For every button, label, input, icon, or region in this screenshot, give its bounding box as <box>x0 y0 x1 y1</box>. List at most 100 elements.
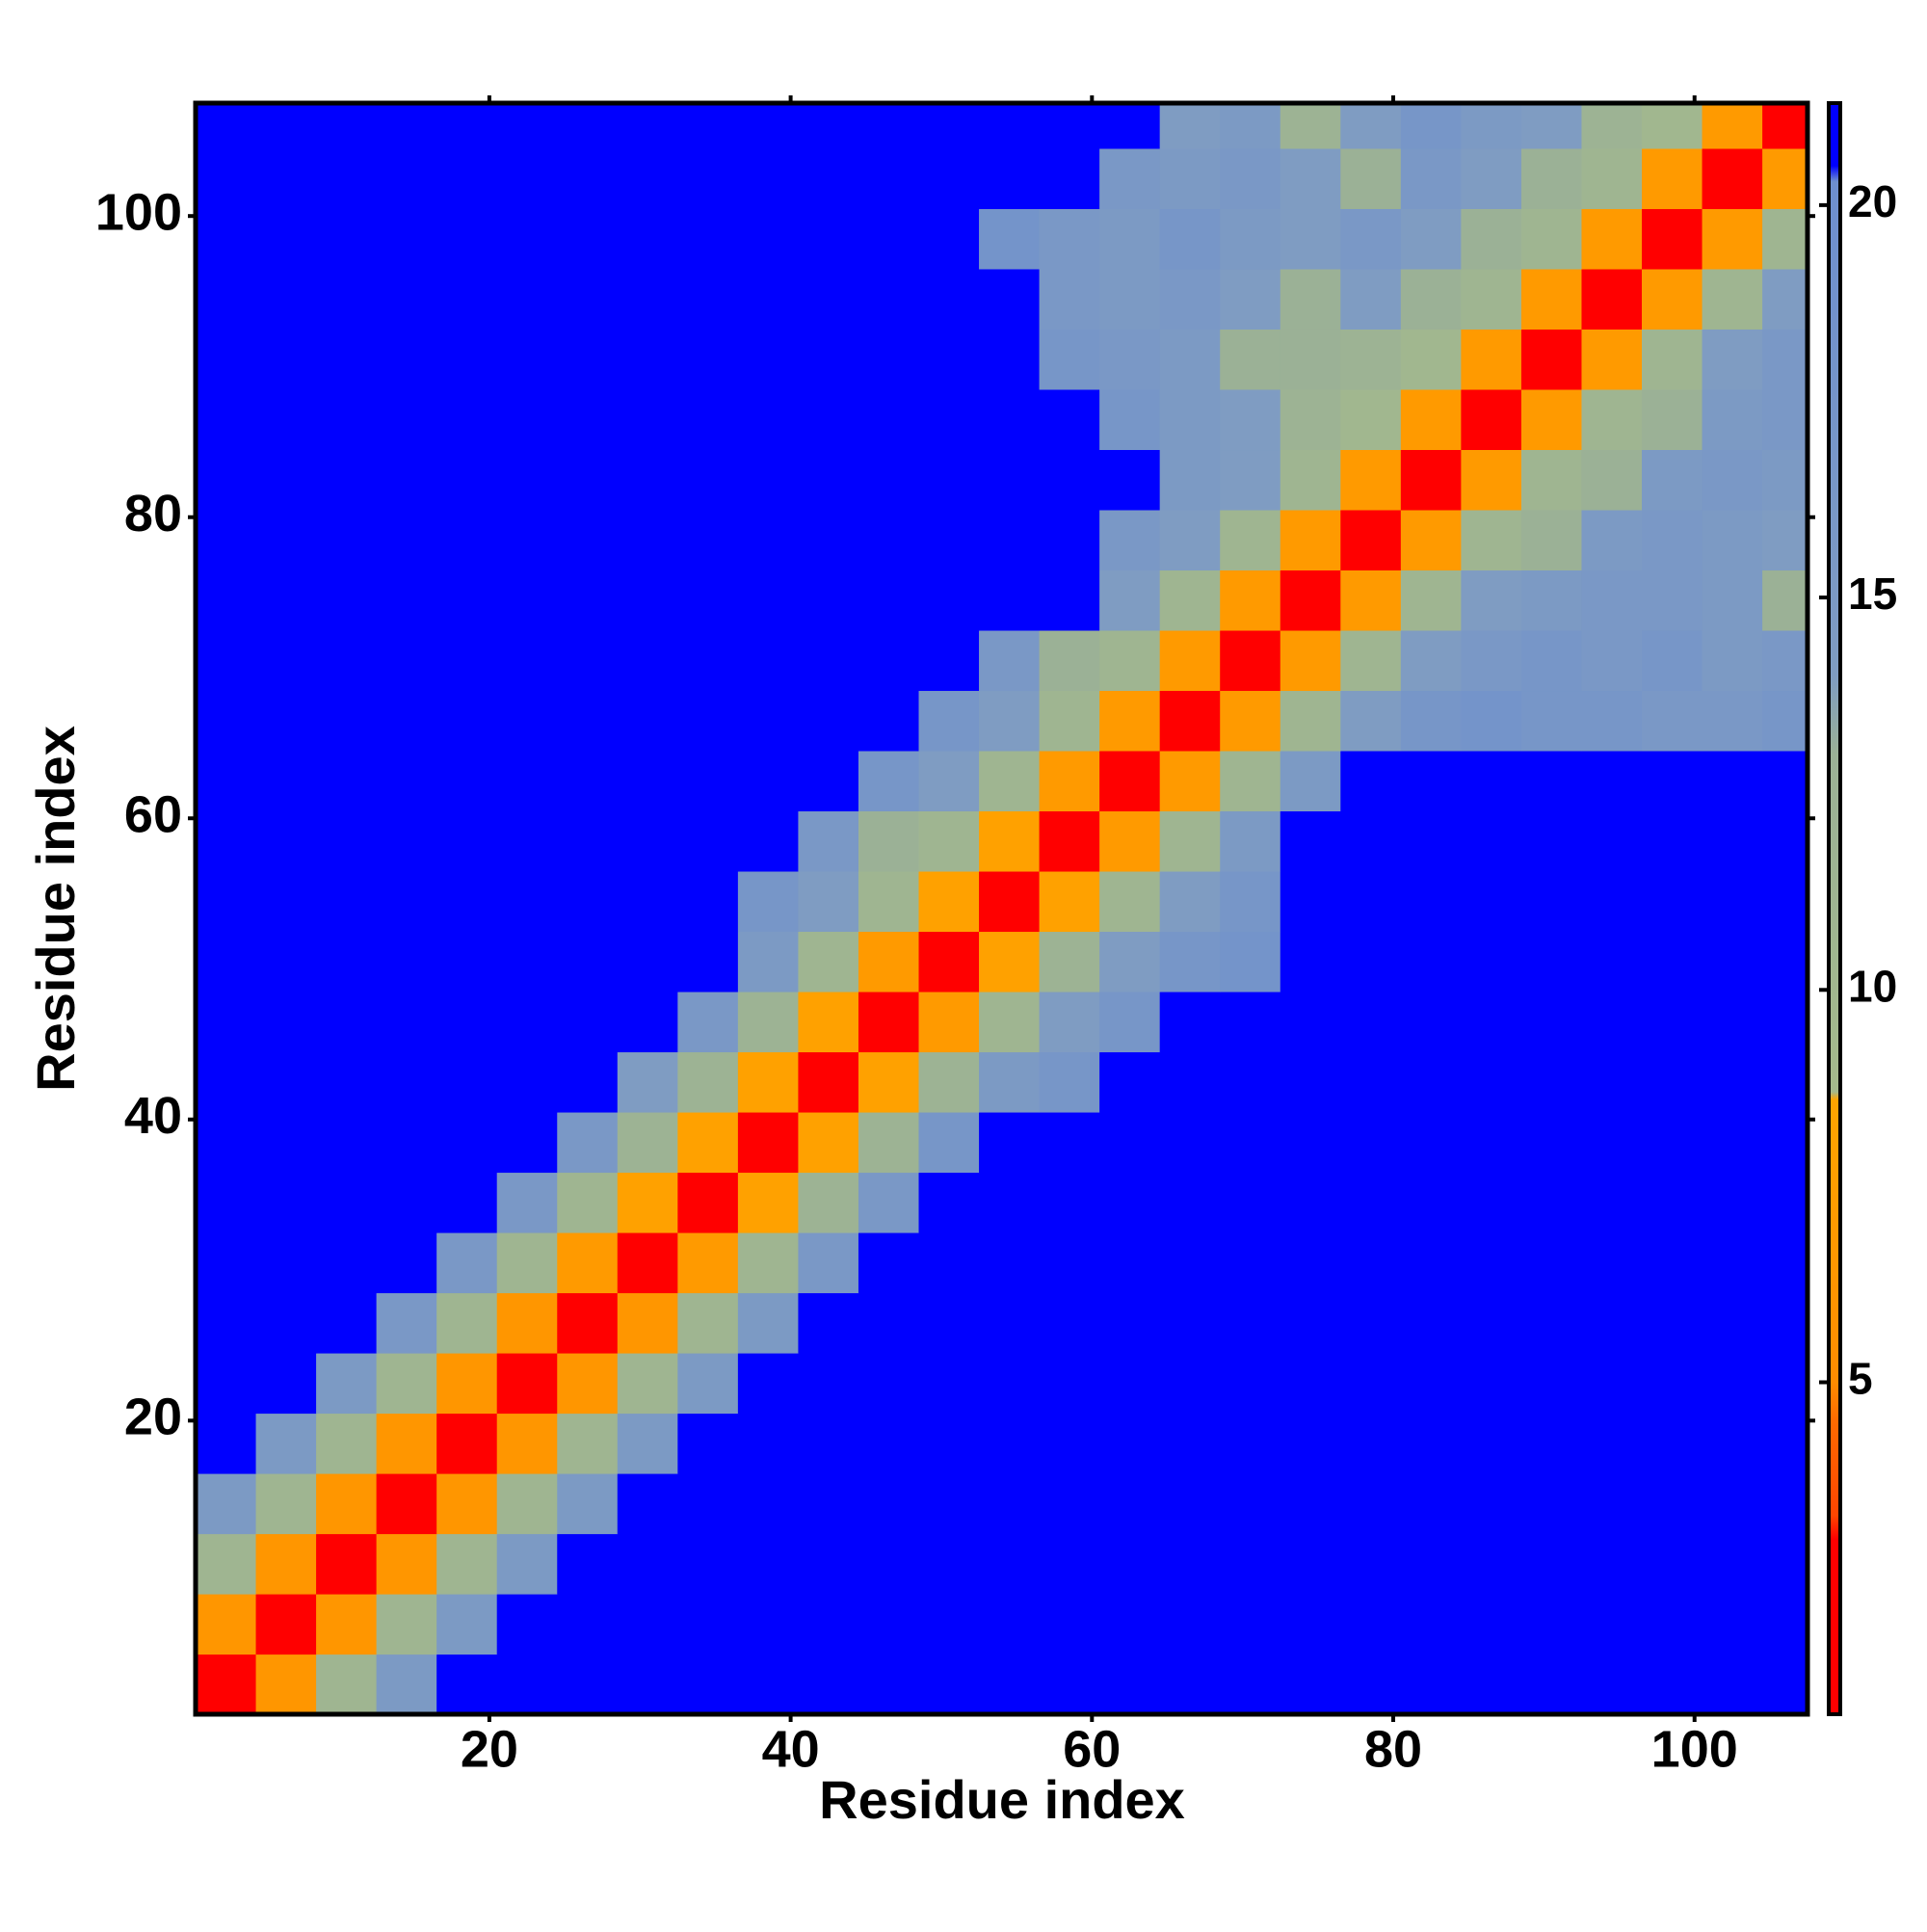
heatmap-cell <box>1280 1111 1341 1174</box>
heatmap-cell <box>196 1111 257 1174</box>
heatmap-cell <box>858 1472 920 1535</box>
heatmap-cell <box>1099 449 1161 511</box>
heatmap-cell <box>918 1292 980 1354</box>
heatmap-cell <box>1581 147 1643 209</box>
heatmap-cell <box>979 1352 1041 1415</box>
heatmap-cell <box>1280 1413 1341 1474</box>
heatmap-cell <box>496 147 558 209</box>
colorbar-tick-label: 15 <box>1848 569 1897 619</box>
heatmap-cell <box>1220 1654 1281 1715</box>
heatmap-cell <box>196 931 257 992</box>
heatmap-cell <box>737 569 800 631</box>
heatmap-cell <box>316 208 378 270</box>
heatmap-cell <box>1702 931 1763 992</box>
heatmap-cell <box>1159 1292 1221 1354</box>
heatmap-cell <box>1400 268 1462 330</box>
heatmap-cell <box>1340 629 1402 692</box>
heatmap-cell <box>196 147 257 209</box>
heatmap-cell <box>376 329 437 390</box>
heatmap-cell <box>1762 629 1808 692</box>
heatmap-cell <box>1461 103 1522 149</box>
heatmap-cell <box>376 569 437 631</box>
heatmap-cell <box>196 449 257 511</box>
heatmap-cell <box>858 1352 920 1415</box>
heatmap-cell <box>677 810 739 872</box>
heatmap-cell <box>1340 1654 1402 1715</box>
heatmap-cell <box>316 1231 378 1294</box>
heatmap-cell <box>557 208 619 270</box>
heatmap-cell <box>1340 750 1402 812</box>
heatmap-cell <box>677 329 739 390</box>
heatmap-cell <box>798 1111 859 1174</box>
heatmap-cell <box>1039 690 1100 752</box>
heatmap-cell <box>1280 810 1341 872</box>
heatmap-cell <box>1039 1593 1100 1655</box>
heatmap-cell <box>677 569 739 631</box>
heatmap-cell <box>1039 1051 1100 1113</box>
heatmap-cell <box>557 931 619 992</box>
heatmap-cell <box>255 1654 317 1715</box>
heatmap-cell <box>737 268 800 330</box>
heatmap-cell <box>1340 147 1402 209</box>
heatmap-cell <box>858 569 920 631</box>
heatmap-cell <box>1340 810 1402 872</box>
heatmap-cell <box>1461 870 1522 933</box>
heatmap-cell <box>858 388 920 451</box>
heatmap-cell <box>979 1472 1041 1535</box>
heatmap-cell <box>316 329 378 390</box>
heatmap-cell <box>255 208 317 270</box>
heatmap-cell <box>1159 103 1221 149</box>
heatmap-cell <box>677 208 739 270</box>
heatmap-cell <box>1400 1654 1462 1715</box>
heatmap-cell <box>196 1352 257 1415</box>
heatmap-cell <box>1159 1051 1221 1113</box>
heatmap-cell <box>1642 810 1703 872</box>
heatmap-cell <box>1520 449 1583 511</box>
heatmap-cell <box>858 147 920 209</box>
heatmap-cell <box>1520 629 1583 692</box>
heatmap-cell <box>255 870 317 933</box>
heatmap-cell <box>1280 750 1341 812</box>
heatmap-cell <box>677 1413 739 1474</box>
heatmap-cell <box>1520 991 1583 1053</box>
heatmap-cell <box>798 388 859 451</box>
heatmap-cell <box>1762 931 1808 992</box>
heatmap-cell <box>1461 569 1522 631</box>
heatmap-cell <box>1762 1231 1808 1294</box>
heatmap-cell <box>436 569 498 631</box>
heatmap-cell <box>918 103 980 149</box>
heatmap-cell <box>1039 147 1100 209</box>
heatmap-cell <box>1280 147 1341 209</box>
heatmap-cell <box>979 569 1041 631</box>
heatmap-cell <box>1220 268 1281 330</box>
heatmap-cell <box>1220 147 1281 209</box>
heatmap-cell <box>979 810 1041 872</box>
heatmap-cell <box>1581 268 1643 330</box>
heatmap-cell <box>1702 1472 1763 1535</box>
heatmap-cell <box>798 931 859 992</box>
heatmap-cell <box>617 750 678 812</box>
heatmap-cell <box>798 329 859 390</box>
heatmap-cell <box>1400 147 1462 209</box>
heatmap-cell <box>858 870 920 933</box>
heatmap-cell <box>376 1472 437 1535</box>
heatmap-cell <box>1702 569 1763 631</box>
heatmap-cell <box>1461 1172 1522 1233</box>
heatmap-cell <box>918 1413 980 1474</box>
heatmap-cell <box>436 750 498 812</box>
heatmap-cell <box>1220 1172 1281 1233</box>
heatmap-cell <box>1581 991 1643 1053</box>
heatmap-cell <box>677 690 739 752</box>
heatmap-cell <box>557 1231 619 1294</box>
heatmap-cell <box>1099 1593 1161 1655</box>
heatmap-cell <box>1642 388 1703 451</box>
heatmap-cell <box>1762 1472 1808 1535</box>
heatmap-cell <box>1159 870 1221 933</box>
heatmap-cell <box>737 509 800 571</box>
heatmap-cell <box>617 1111 678 1174</box>
heatmap-cell <box>677 991 739 1053</box>
heatmap-cell <box>858 991 920 1053</box>
heatmap-cell <box>436 1051 498 1113</box>
heatmap-cell <box>316 991 378 1053</box>
heatmap-cell <box>1461 629 1522 692</box>
